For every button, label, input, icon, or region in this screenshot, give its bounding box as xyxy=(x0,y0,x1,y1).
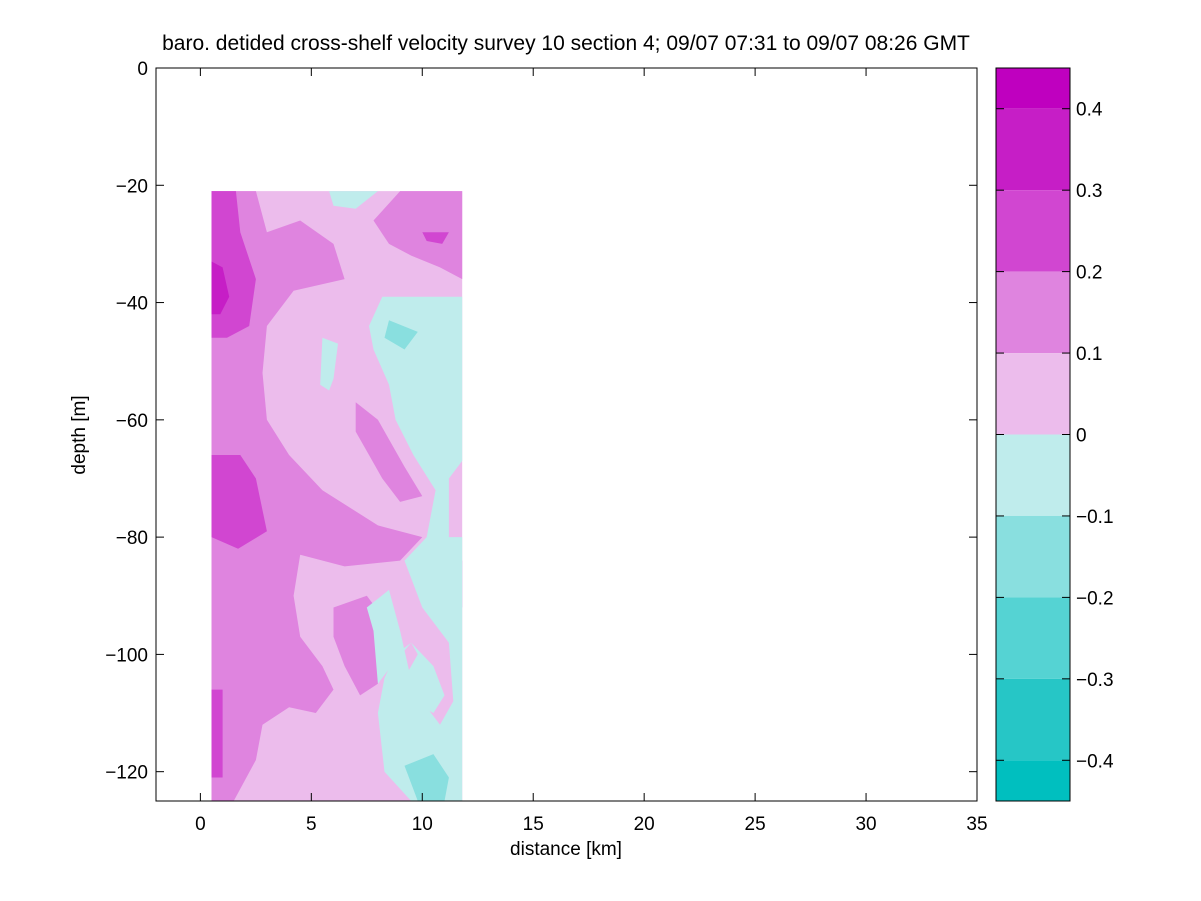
x-tick-label: 5 xyxy=(306,814,317,835)
y-axis-ticks: 0 −20 −40 −60 −80 −100 −120 xyxy=(105,59,977,784)
colorbar-level-3 xyxy=(996,271,1070,354)
colorbar-tick-label: −0.1 xyxy=(1076,507,1114,528)
colorbar-ticks: 0.4 0.3 0.2 0.1 0 −0.1 −0.2 −0.3 −0.4 xyxy=(996,100,1114,772)
colorbar-tick-label: −0.3 xyxy=(1076,670,1114,691)
y-tick-label: −60 xyxy=(116,411,148,432)
contour-region-15 xyxy=(384,320,418,350)
contour-region-11 xyxy=(211,261,230,315)
contour-region-1 xyxy=(211,191,423,802)
x-tick-label: 15 xyxy=(523,814,544,835)
y-tick-label: −40 xyxy=(116,294,148,315)
colorbar-frame xyxy=(995,67,1071,802)
contour-region-13 xyxy=(366,296,463,801)
colorbar-tick-label: 0.4 xyxy=(1076,100,1103,121)
y-tick-label: −100 xyxy=(105,645,148,666)
contour-regions xyxy=(211,191,463,802)
contour-region-8 xyxy=(211,455,267,549)
contour-region-2 xyxy=(373,191,463,280)
x-tick-label: 30 xyxy=(855,814,876,835)
x-tick-label: 25 xyxy=(745,814,766,835)
chart-title: baro. detided cross-shelf velocity surve… xyxy=(162,32,970,55)
x-tick-label: 10 xyxy=(412,814,433,835)
contour-region-12 xyxy=(329,191,378,209)
y-tick-label: 0 xyxy=(137,59,148,80)
colorbar-level-2 xyxy=(996,190,1070,272)
colorbar-tick-label: 0.3 xyxy=(1076,181,1102,202)
plot-frame xyxy=(155,67,978,802)
colorbar-tick-label: −0.2 xyxy=(1076,588,1114,609)
colorbar-level-7 xyxy=(996,597,1070,679)
colorbar-level-4 xyxy=(996,353,1070,435)
colorbar-level-9 xyxy=(996,760,1070,801)
colorbar-tick-label: 0.1 xyxy=(1076,344,1102,365)
x-axis-ticks: 0 5 10 15 20 25 30 35 xyxy=(195,68,988,835)
colorbar-tick-label: 0 xyxy=(1076,426,1087,447)
y-tick-label: −80 xyxy=(116,528,148,549)
contour-region-10 xyxy=(422,232,449,244)
contour-region-16 xyxy=(404,754,449,801)
x-tick-label: 20 xyxy=(634,814,655,835)
colorbar xyxy=(996,68,1070,801)
colorbar-level-8 xyxy=(996,678,1070,761)
y-axis-label: depth [m] xyxy=(69,395,90,474)
contour-region-3 xyxy=(355,402,423,502)
colorbar-level-1 xyxy=(996,108,1070,191)
colorbar-level-6 xyxy=(996,515,1070,598)
colorbar-level-5 xyxy=(996,434,1070,516)
colorbar-tick-label: −0.4 xyxy=(1076,751,1114,772)
x-tick-label: 0 xyxy=(195,814,206,835)
y-tick-label: −20 xyxy=(116,176,148,197)
colorbar-tick-label: 0.2 xyxy=(1076,263,1102,284)
colorbar-level-0 xyxy=(996,68,1070,109)
contour-region-9 xyxy=(211,689,223,778)
y-tick-label: −120 xyxy=(105,763,148,784)
x-tick-label: 35 xyxy=(966,814,987,835)
contour-region-14 xyxy=(320,337,338,391)
x-axis-label: distance [km] xyxy=(510,839,622,860)
